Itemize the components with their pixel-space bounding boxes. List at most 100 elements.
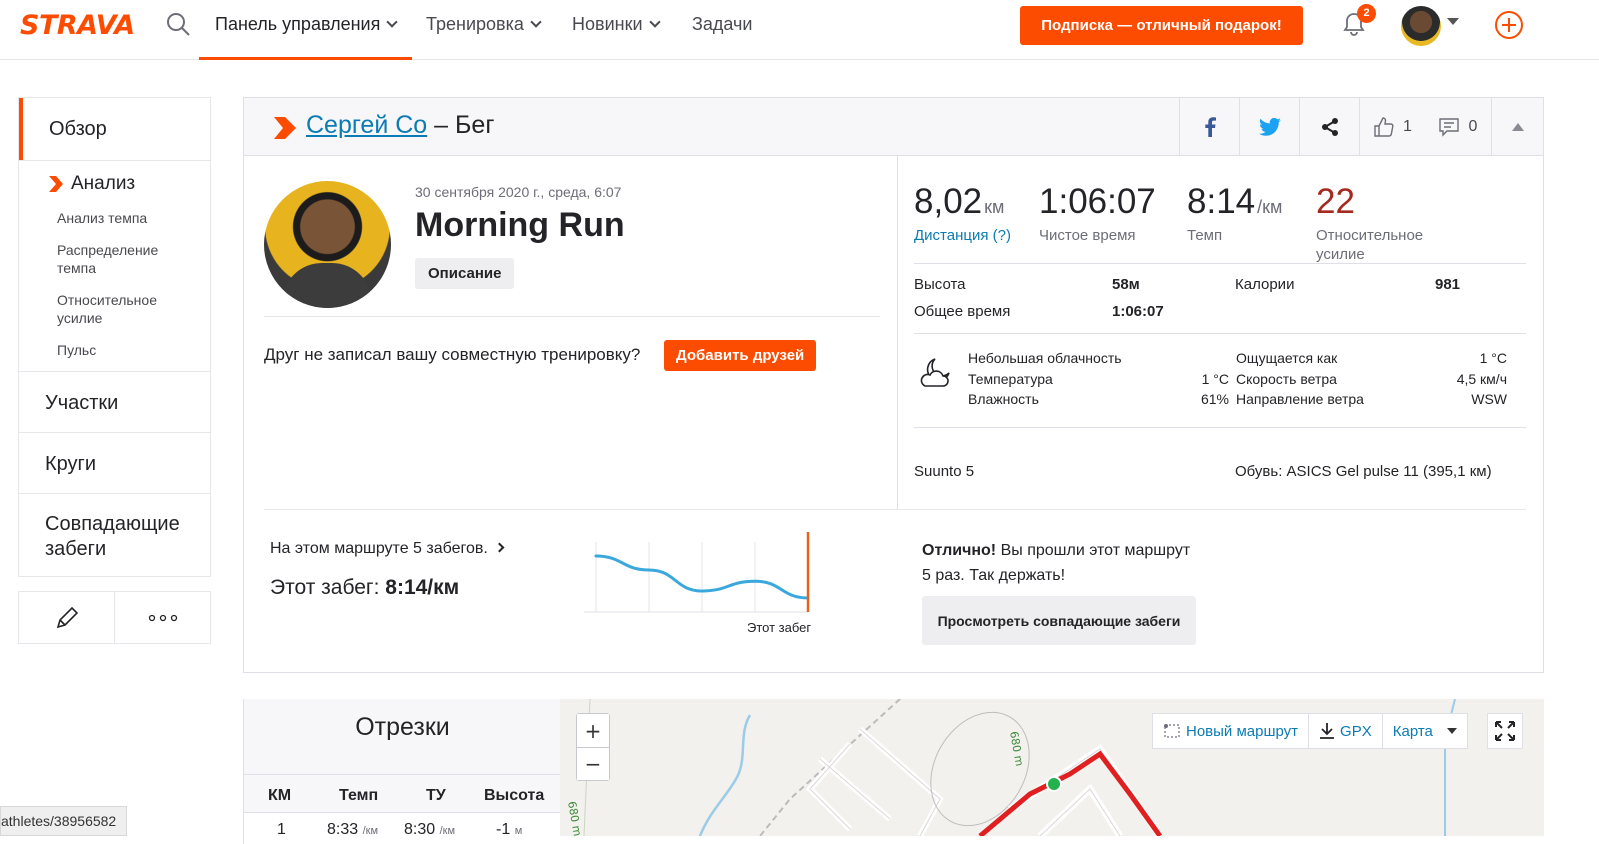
split-pace-unit: /км <box>362 825 379 837</box>
route-count-text: На этом маршруте 5 забегов. <box>270 540 488 557</box>
sidebar-item-laps[interactable]: Круги <box>19 432 210 493</box>
chevron-down-icon[interactable] <box>1447 18 1459 25</box>
sidebar-tools <box>18 591 211 644</box>
relative-effort-value: 22 <box>1316 182 1355 221</box>
partly-cloudy-night-icon <box>920 358 950 387</box>
encouragement-text: Отлично! Вы прошли этот маршрут 5 раз. Т… <box>922 538 1202 588</box>
new-route-button[interactable]: Новый маршрут <box>1152 713 1310 749</box>
stat-moving-time: 1:06:07 Чистое время <box>1039 182 1156 245</box>
splits-col-elevation: Высота <box>484 787 545 804</box>
comment-icon <box>1438 118 1459 137</box>
collapse-button[interactable] <box>1491 98 1543 156</box>
athlete-name-link[interactable]: Сергей Со <box>306 111 428 139</box>
split-gap-value: 8:30 <box>404 821 436 838</box>
sidebar-item-overview[interactable]: Обзор <box>19 98 210 160</box>
gpx-download-button[interactable]: GPX <box>1308 713 1383 749</box>
search-icon[interactable] <box>166 12 190 36</box>
share-twitter-button[interactable] <box>1239 98 1299 156</box>
splits-panel: Отрезки КМ Темп ТУ Высота 1 8:33 /км 8:3… <box>243 699 561 844</box>
edit-button[interactable] <box>19 592 114 643</box>
nav-challenges[interactable]: Задачи <box>692 14 752 60</box>
sidebar-item-matched-runs[interactable]: Совпадающие забеги <box>19 493 210 577</box>
chevron-right-icon <box>49 176 63 192</box>
share-button[interactable] <box>1299 98 1359 156</box>
download-icon <box>1320 723 1335 739</box>
activity-summary: 30 сентября 2020 г., среда, 6:07 Morning… <box>244 156 898 509</box>
add-activity-icon[interactable] <box>1495 11 1523 39</box>
this-run-label: Этот забег <box>747 620 812 635</box>
chevron-down-icon <box>648 16 661 28</box>
splits-title: Отрезки <box>355 713 450 741</box>
comments-count: 0 <box>1468 118 1478 135</box>
calories-value: 981 <box>1435 276 1461 293</box>
wind-direction-value: WSW <box>1471 391 1507 407</box>
calories-label: Калории <box>1235 276 1295 293</box>
stat-relative-effort[interactable]: 22 Относительное усилие <box>1316 182 1436 264</box>
sidebar-item-segments[interactable]: Участки <box>19 371 210 432</box>
strava-logo[interactable]: STRAVA <box>20 10 135 41</box>
sidebar-item-pace-distribution[interactable]: Распределение темпа <box>57 242 159 276</box>
sidebar-item-pace-analysis[interactable]: Анализ темпа <box>57 210 148 226</box>
notifications-badge: 2 <box>1357 4 1376 23</box>
distance-unit: км <box>984 197 1005 217</box>
chart-point <box>753 579 757 583</box>
route-pace-value: 8:14/км <box>385 576 460 599</box>
activity-name: Morning Run <box>415 206 625 244</box>
encouragement-bold: Отлично! <box>922 542 997 559</box>
activity-stats: 8,02 км Дистанция (?) 1:06:07 Чистое врем… <box>899 156 1543 509</box>
pace-value: 8:14 <box>1187 182 1256 221</box>
nav-dashboard[interactable]: Панель управления <box>199 14 413 60</box>
split-elevation-unit: м <box>514 825 523 837</box>
nav-whats-new[interactable]: Новинки <box>572 14 661 60</box>
elevation-label: Высота <box>914 276 966 293</box>
chevron-down-icon <box>386 16 399 28</box>
more-actions-button[interactable] <box>114 592 210 643</box>
distance-label-link[interactable]: Дистанция (?) <box>914 227 1011 244</box>
subscription-promo-button[interactable]: Подписка — отличный подарок! <box>1020 6 1303 45</box>
run-icon <box>274 117 296 139</box>
share-facebook-button[interactable] <box>1179 98 1239 156</box>
matched-runs-chart <box>584 532 810 613</box>
sidebar-item-analysis[interactable]: Анализ <box>49 173 210 195</box>
activity-card: Сергей Со – Бег 1 0 30 сентября 2020 г.,… <box>243 97 1544 673</box>
temperature-label: Температура <box>968 371 1053 387</box>
comments-button[interactable]: 0 <box>1425 98 1491 156</box>
chevron-down-icon <box>530 16 542 28</box>
map-toolbar: Новый маршрут GPX Карта <box>1152 713 1468 749</box>
description-button[interactable]: Описание <box>415 258 515 289</box>
elapsed-time-value: 1:06:07 <box>1112 303 1164 320</box>
relative-effort-label: Относительное усилие <box>1316 227 1424 263</box>
nav-challenges-label: Задачи <box>692 14 753 34</box>
sidebar-item-relative-effort[interactable]: Относительное усилие <box>57 292 157 326</box>
divider <box>914 427 1526 428</box>
splits-col-pace: Темп <box>339 787 379 804</box>
chart-point <box>594 554 598 558</box>
thumbs-up-icon <box>1374 117 1394 137</box>
chart-point <box>700 589 704 593</box>
moving-time-value: 1:06:07 <box>1039 182 1156 221</box>
athlete-avatar[interactable] <box>264 181 391 308</box>
view-matched-runs-button[interactable]: Просмотреть совпадающие забеги <box>922 596 1196 645</box>
zoom-out-button[interactable]: − <box>577 747 609 780</box>
pace-label: Темп <box>1187 227 1223 244</box>
route-icon <box>1164 724 1180 738</box>
map-type-label: Карта <box>1392 722 1433 740</box>
add-friends-button[interactable]: Добавить друзей <box>664 340 817 371</box>
contour-label: 680 m <box>565 800 584 836</box>
route-count-link[interactable]: На этом маршруте 5 забегов. <box>270 540 505 558</box>
map-type-dropdown[interactable]: Карта <box>1381 713 1468 749</box>
zoom-in-button[interactable]: + <box>577 714 609 747</box>
fullscreen-button[interactable] <box>1487 713 1523 749</box>
top-nav: STRAVA Панель управления Тренировка Нови… <box>0 0 1599 60</box>
avatar[interactable] <box>1401 6 1441 46</box>
nav-training[interactable]: Тренировка <box>426 14 542 60</box>
route-map[interactable]: 680 m 680 m + − Новый маршрут GPX Карта <box>560 699 1544 836</box>
split-gap: 8:30 /км <box>404 821 455 839</box>
sidebar-item-heart-rate[interactable]: Пульс <box>57 342 97 358</box>
caret-down-icon <box>1446 728 1457 734</box>
kudos-button[interactable]: 1 <box>1359 98 1425 156</box>
chevron-up-icon <box>1511 123 1524 131</box>
stat-distance: 8,02 км Дистанция (?) <box>914 182 1011 245</box>
splits-col-km: КМ <box>268 787 292 804</box>
split-elevation: -1 м <box>496 821 522 839</box>
